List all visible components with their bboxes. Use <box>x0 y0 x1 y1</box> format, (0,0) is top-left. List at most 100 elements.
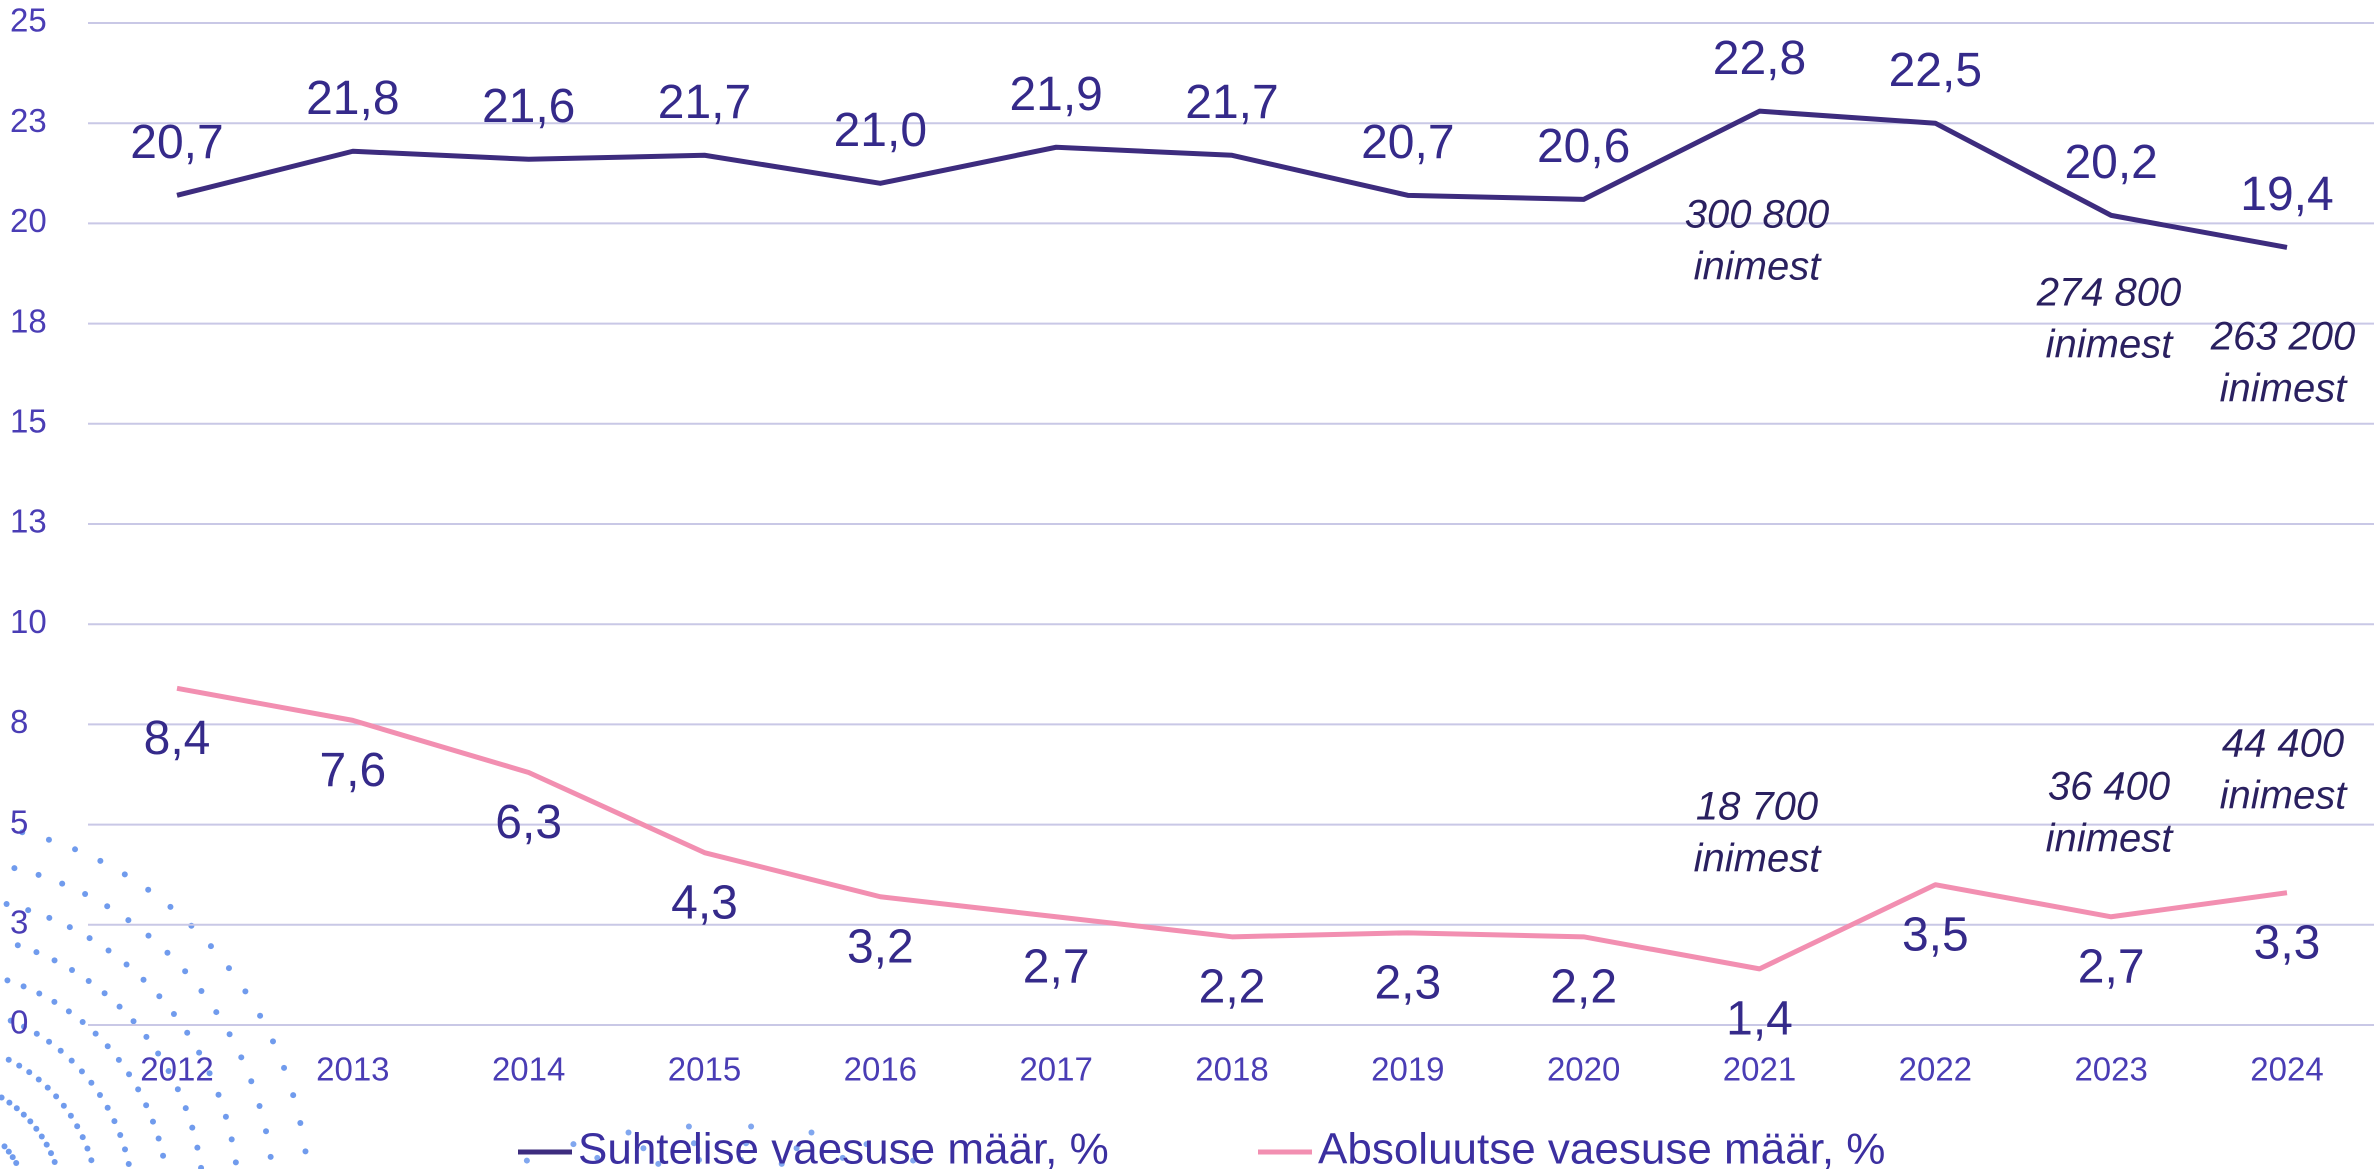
x-tick-label: 2012 <box>140 1051 213 1088</box>
dot <box>25 907 32 914</box>
data-label: 8,4 <box>144 712 211 765</box>
dot <box>97 857 104 864</box>
annotation: inimest <box>1694 837 1823 881</box>
data-label: 21,7 <box>658 76 751 129</box>
annotation: inimest <box>2046 817 2175 861</box>
dot <box>778 1160 785 1167</box>
dot <box>38 1133 45 1140</box>
y-tick-label: 5 <box>10 803 28 840</box>
dot <box>4 977 11 984</box>
dot <box>121 1146 128 1153</box>
dot <box>155 1135 162 1142</box>
dot <box>123 961 130 968</box>
data-label: 20,7 <box>1361 116 1454 169</box>
dot <box>225 965 232 972</box>
dot <box>160 1152 167 1159</box>
dot <box>35 1076 42 1083</box>
dot <box>20 1111 27 1118</box>
dot <box>174 1086 181 1093</box>
dot <box>156 993 163 1000</box>
dot <box>44 1084 51 1091</box>
x-tick-label: 2022 <box>1899 1051 1972 1088</box>
y-tick-label: 23 <box>10 102 47 139</box>
dot <box>290 1092 297 1099</box>
dot <box>863 1141 870 1148</box>
dot <box>121 871 128 878</box>
data-label: 4,3 <box>671 876 738 929</box>
dot <box>743 1140 750 1147</box>
dot <box>196 1049 203 1056</box>
x-tick-label: 2019 <box>1371 1051 1444 1088</box>
data-label: 2,3 <box>1374 956 1441 1009</box>
data-label: 7,6 <box>319 744 386 797</box>
dot <box>85 977 92 984</box>
dot <box>269 1038 276 1045</box>
dot <box>143 1102 150 1109</box>
dot <box>165 1068 172 1074</box>
dot <box>19 829 26 836</box>
dot <box>86 935 93 942</box>
y-tick-label: 3 <box>10 904 28 941</box>
dot <box>0 1094 5 1101</box>
dot <box>88 1079 95 1086</box>
dot <box>111 1118 118 1125</box>
dot <box>65 1008 72 1015</box>
dot <box>808 1129 815 1136</box>
dot <box>140 976 147 983</box>
data-label: 21,9 <box>1009 68 1102 121</box>
annotation: 44 400 <box>2222 722 2344 766</box>
dot <box>184 1029 191 1036</box>
dot <box>839 1154 846 1161</box>
data-label: 19,4 <box>2240 168 2333 221</box>
y-tick-label: 15 <box>10 403 47 440</box>
annotation: inimest <box>1694 245 1823 289</box>
dot <box>226 1031 233 1038</box>
dot <box>149 1118 156 1125</box>
data-label: 1,4 <box>1726 993 1793 1046</box>
dot <box>7 1017 14 1024</box>
series-line <box>176 108 2288 250</box>
dot <box>1 1143 8 1150</box>
dot <box>46 914 53 921</box>
dot <box>46 1038 53 1045</box>
data-label: 21,6 <box>482 80 575 133</box>
data-label: 2,7 <box>1023 940 1090 993</box>
dot <box>228 1136 235 1143</box>
y-tick-label: 13 <box>10 503 47 540</box>
dot <box>13 1160 20 1166</box>
data-label: 3,3 <box>2254 916 2321 969</box>
dot <box>116 1003 123 1010</box>
dot <box>232 1159 239 1166</box>
y-tick-label: 25 <box>10 2 47 39</box>
dot <box>115 1056 122 1063</box>
dot <box>5 1148 12 1155</box>
dot <box>182 968 189 975</box>
annotation: 18 700 <box>1696 785 1818 829</box>
x-tick-label: 2021 <box>1723 1051 1796 1088</box>
dot <box>51 1158 58 1165</box>
dot <box>167 903 174 910</box>
y-tick-label: 8 <box>10 703 28 740</box>
dot <box>51 957 58 964</box>
data-label: 21,7 <box>1185 76 1278 129</box>
y-tick-label: 20 <box>10 202 47 239</box>
dot <box>14 942 21 949</box>
dot <box>194 1144 201 1151</box>
dot <box>53 1093 60 1100</box>
dot <box>198 988 205 995</box>
dot <box>20 983 27 990</box>
dot <box>126 1071 133 1078</box>
annotation: 263 200 <box>2210 315 2356 359</box>
dot <box>263 1128 270 1135</box>
x-tick-label: 2016 <box>844 1051 917 1088</box>
dot <box>189 1124 196 1131</box>
dot <box>696 1156 703 1163</box>
data-label: 3,2 <box>847 920 914 973</box>
annotation: 274 800 <box>2036 271 2182 315</box>
dot <box>207 943 214 950</box>
x-tick-label: 2024 <box>2250 1051 2323 1088</box>
dot <box>125 917 132 924</box>
dot <box>182 1105 189 1112</box>
data-label: 20,6 <box>1537 120 1630 173</box>
dot <box>625 1129 632 1136</box>
